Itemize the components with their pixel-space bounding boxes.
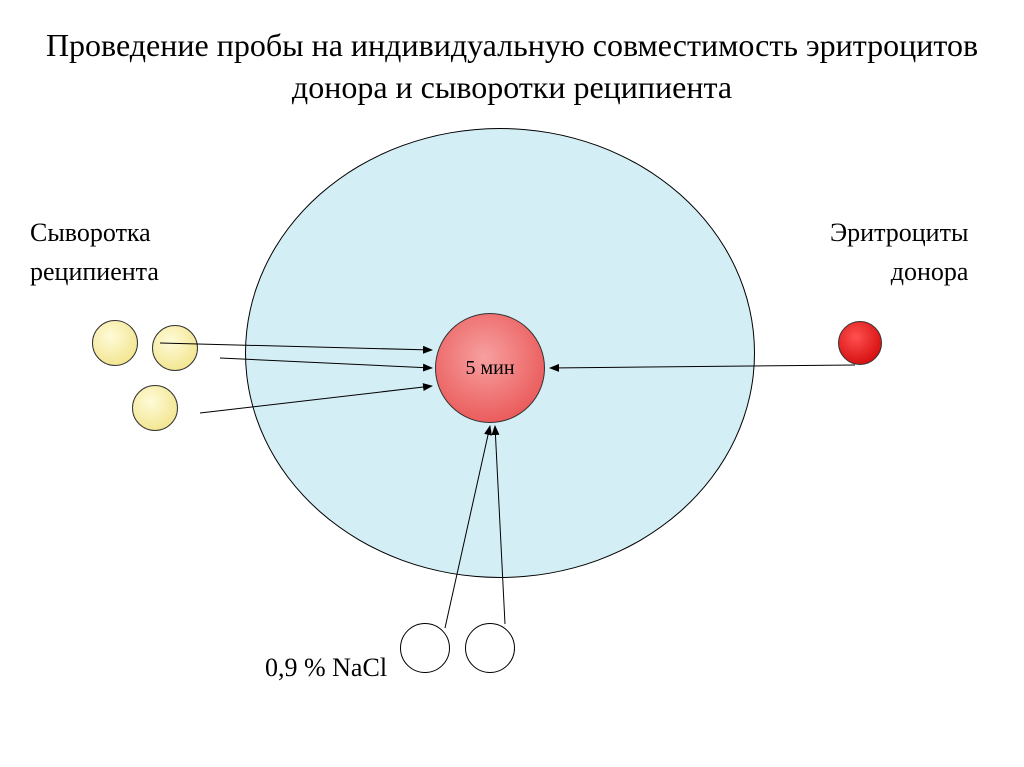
serum-label: Сыворотка реципиента	[30, 213, 159, 291]
serum-label-line2: реципиента	[30, 257, 159, 286]
nacl-label: 0,9 % NaCl	[265, 648, 387, 687]
diagram-container: 5 мин Сыворотка реципиента Эритроциты до…	[0, 118, 1024, 718]
rbc-drop	[838, 321, 882, 365]
slide-title: Проведение пробы на индивидуальную совме…	[0, 0, 1024, 118]
serum-label-line1: Сыворотка	[30, 218, 151, 247]
rbc-label: Эритроциты донора	[830, 213, 968, 291]
nacl-drop-2	[465, 623, 515, 673]
center-label: 5 мин	[465, 357, 514, 380]
serum-drop-2	[152, 325, 198, 371]
serum-drop-1	[92, 320, 138, 366]
serum-drop-3	[132, 385, 178, 431]
nacl-drop-1	[400, 623, 450, 673]
center-mix-circle: 5 мин	[435, 313, 545, 423]
rbc-label-line2: донора	[891, 257, 969, 286]
rbc-label-line1: Эритроциты	[830, 218, 968, 247]
